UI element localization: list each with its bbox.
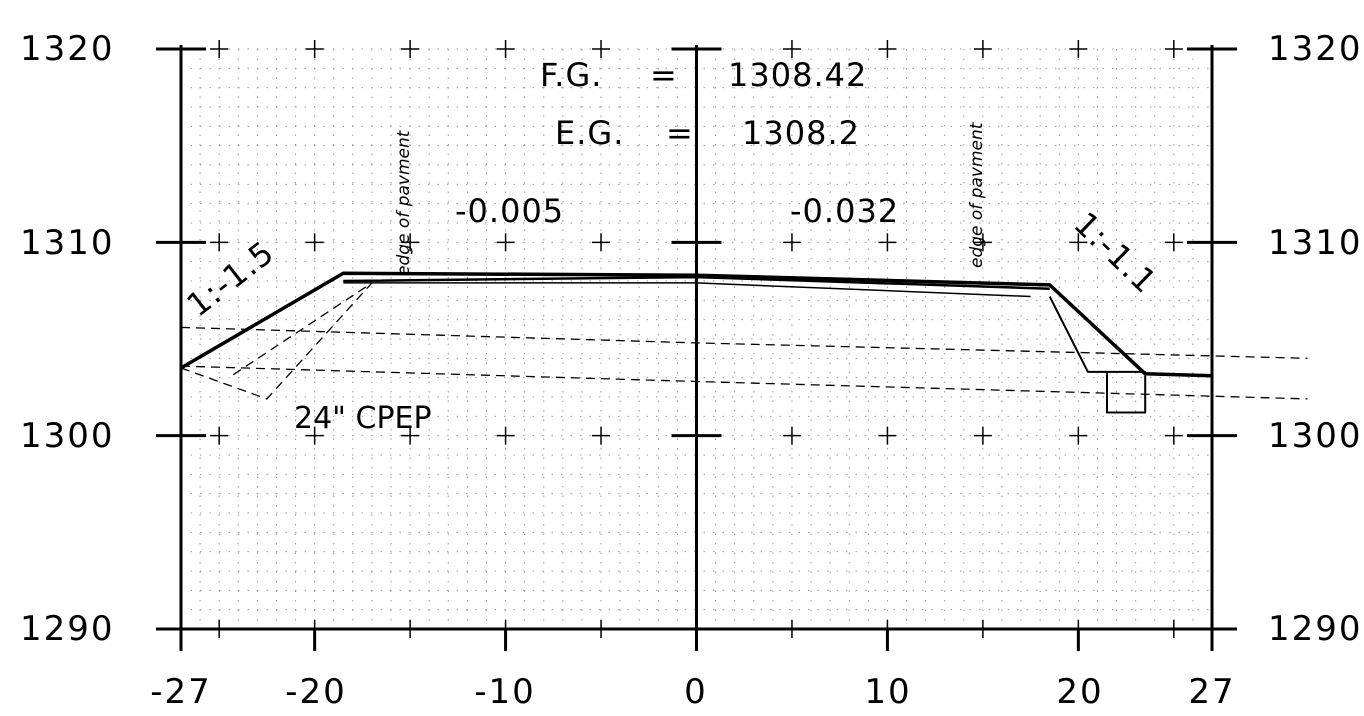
cross-slope-right: -0.032 (790, 192, 899, 230)
x-tick-label: -20 (285, 672, 347, 712)
profile-series (343, 282, 1031, 298)
fg-equals: = (650, 56, 678, 94)
side-slope-right: 1:-1.1 (1066, 204, 1164, 301)
cross-slope-left: -0.005 (455, 192, 564, 230)
fg-label: F.G. (540, 56, 602, 94)
y-tick-label-left: 1300 (20, 416, 115, 456)
y-tick-label-left: 1310 (20, 223, 115, 263)
profile-series (180, 365, 1308, 400)
x-tick-label: -10 (474, 672, 536, 712)
side-slope-left: 1:-1.5 (180, 233, 282, 324)
x-tick-label: -27 (150, 672, 212, 712)
x-tick-label: 0 (684, 672, 708, 712)
y-tick-label-right: 1320 (1268, 29, 1363, 69)
x-tick-label: 20 (1056, 672, 1103, 712)
x-tick-label: 10 (864, 672, 911, 712)
profile-series (1048, 296, 1147, 414)
profile-series (343, 275, 1050, 290)
y-tick-label-right: 1290 (1268, 609, 1363, 649)
eg-value: 1308.2 (742, 114, 860, 152)
edge-of-pavement-right: edge of pavment (967, 121, 987, 268)
x-tick-label: 27 (1188, 672, 1235, 712)
y-tick-label-left: 1320 (20, 29, 115, 69)
eg-equals: = (666, 114, 694, 152)
dot-grid (180, 40, 1213, 638)
pipe-label: 24" CPEP (294, 401, 432, 436)
profile-series (180, 282, 373, 400)
profile-series (180, 271, 1213, 378)
eg-label: E.G. (555, 114, 624, 152)
plot-frame (156, 45, 1237, 651)
y-tick-label-right: 1300 (1268, 416, 1363, 456)
fg-value: 1308.42 (728, 56, 867, 94)
profile-lines (180, 271, 1308, 414)
profile-series (180, 326, 1308, 359)
y-tick-label-left: 1290 (20, 609, 115, 649)
y-tick-label-right: 1310 (1268, 223, 1363, 263)
edge-of-pavement-left: edge of pavment (394, 129, 414, 276)
